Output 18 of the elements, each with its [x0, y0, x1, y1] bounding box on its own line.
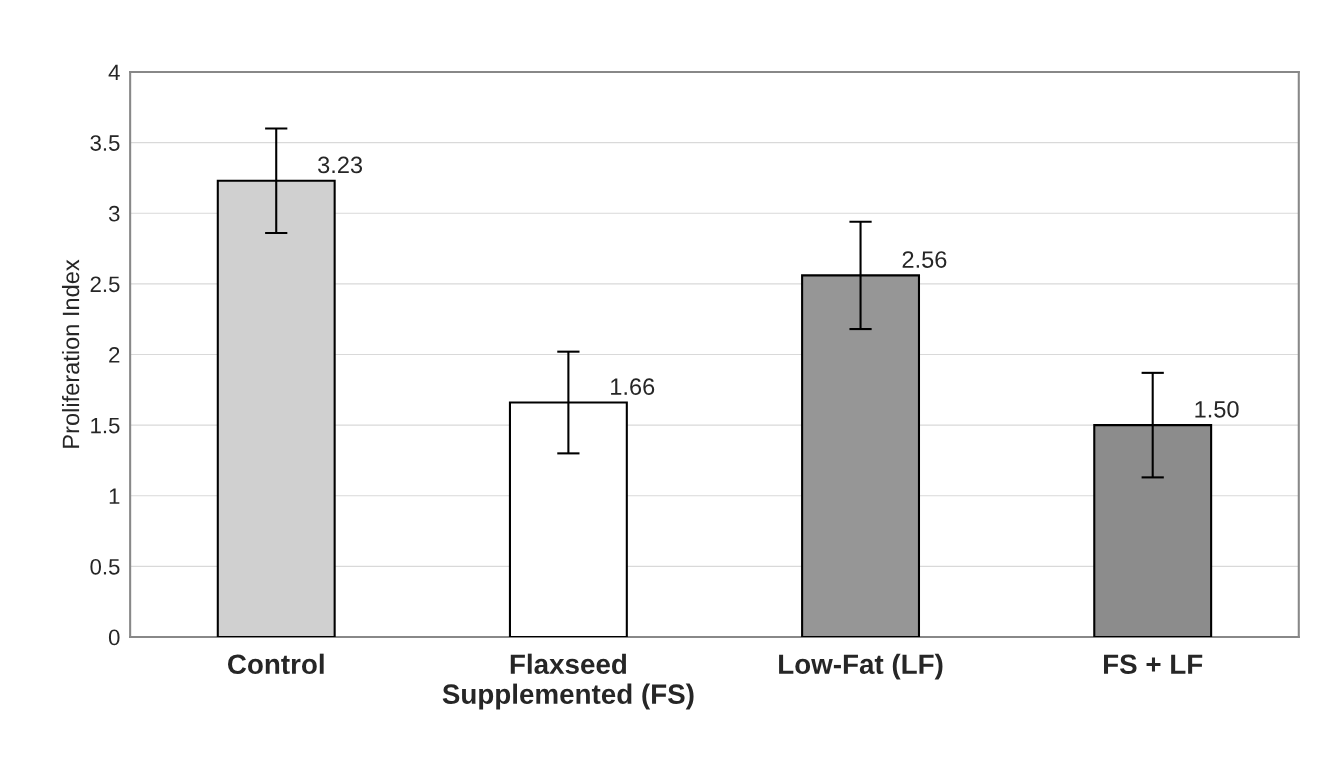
data-label: 2.56	[902, 251, 947, 268]
data-label: 3.23	[318, 156, 363, 174]
y-tick-label: 1	[109, 488, 120, 504]
y-axis-title: Proliferation Index	[61, 259, 80, 448]
y-tick-label: 2.5	[90, 276, 120, 293]
x-tick-label: Control	[228, 653, 324, 675]
data-label: 1.66	[611, 378, 655, 396]
y-tick-label: 1.5	[91, 417, 120, 434]
data-label: 1.50	[1195, 400, 1239, 418]
y-tick-label: 4	[108, 64, 120, 81]
y-tick-label: 3	[108, 205, 120, 222]
y-tick-label: 3.5	[90, 135, 120, 151]
x-tick-label: Low-Fat (LF)	[779, 653, 943, 680]
x-tick-label: Flaxseed Supplemented (FS)	[442, 653, 694, 710]
y-tick-label: 0	[108, 629, 120, 646]
y-tick-label: 0.5	[90, 558, 120, 575]
x-tick-label: FS + LF	[1104, 654, 1203, 675]
y-tick-label: 2	[109, 347, 120, 363]
